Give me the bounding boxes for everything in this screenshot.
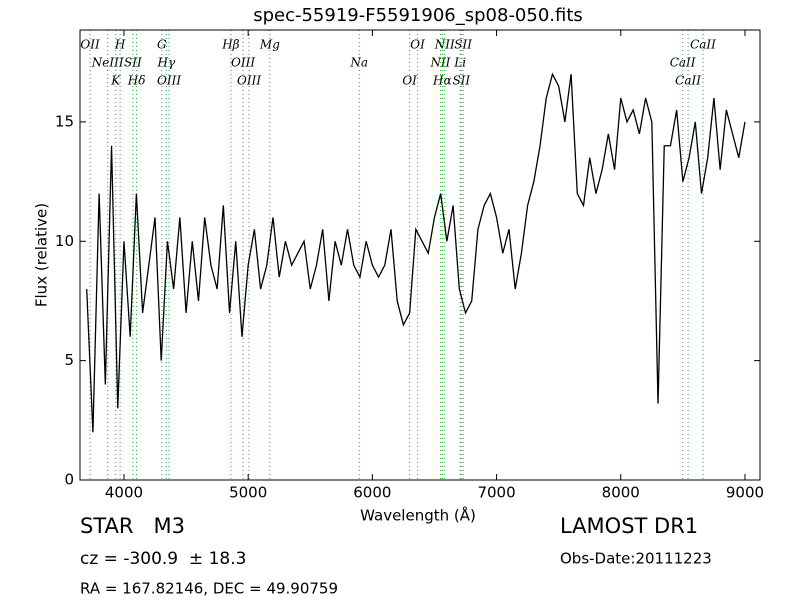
plot-frame bbox=[79, 29, 761, 481]
spectral-line-label: Na bbox=[349, 56, 368, 70]
x-tick-label: 9000 bbox=[726, 484, 764, 502]
spectral-line-label: CaII bbox=[690, 38, 716, 52]
y-tick-label: 10 bbox=[55, 232, 74, 250]
y-tick-label: 0 bbox=[64, 471, 74, 489]
spectral-line-label: NeIII bbox=[91, 56, 124, 70]
x-tick-label: 5000 bbox=[229, 484, 267, 502]
spectral-line-label: OI bbox=[410, 38, 425, 52]
coordinates: RA = 167.82146, DEC = 49.90759 bbox=[80, 580, 338, 598]
x-axis-label: Wavelength (Å) bbox=[360, 506, 476, 525]
spectral-line-label: OIII bbox=[231, 56, 255, 70]
spectral-line-label: OIII bbox=[237, 74, 261, 88]
spectral-line-label: K bbox=[110, 74, 121, 88]
spectral-line-label: SII bbox=[454, 38, 472, 52]
spectral-line-label: CaII bbox=[675, 74, 701, 88]
survey: LAMOST DR1 bbox=[560, 514, 698, 538]
x-tick-label: 7000 bbox=[477, 484, 515, 502]
spectral-line-label: G bbox=[157, 38, 167, 52]
object-class: STAR M3 bbox=[80, 514, 185, 538]
spectral-line-label: Hγ bbox=[156, 56, 175, 70]
spectral-line-label: Hβ bbox=[221, 38, 239, 52]
spectral-line-label: SII bbox=[452, 74, 470, 88]
spectral-line-label: Li bbox=[453, 56, 466, 70]
obs-date: Obs-Date:20111223 bbox=[560, 550, 712, 568]
spectral-line-label: OIII bbox=[157, 74, 181, 88]
y-axis-label: Flux (relative) bbox=[33, 203, 51, 307]
spectral-line-label: NII bbox=[434, 38, 455, 52]
x-tick-label: 4000 bbox=[105, 484, 143, 502]
spectral-line-label: SII bbox=[124, 56, 142, 70]
spectral-line-label: Mg bbox=[259, 38, 280, 52]
y-tick-label: 15 bbox=[55, 112, 74, 130]
spectrum-line bbox=[86, 72, 746, 433]
x-tick-label: 8000 bbox=[602, 484, 640, 502]
redshift: cz = -300.9 ± 18.3 bbox=[80, 549, 246, 569]
spectral-line-label: Hδ bbox=[127, 74, 146, 88]
y-tick-label: 5 bbox=[64, 351, 74, 369]
spectral-line-label: Hα bbox=[432, 74, 452, 88]
spectral-line-label: OII bbox=[80, 38, 100, 52]
spectral-line-label: H bbox=[114, 38, 126, 52]
chart-title: spec-55919-F5591906_sp08-050.fits bbox=[253, 5, 583, 26]
spectral-line-label: OI bbox=[402, 74, 417, 88]
x-tick-label: 6000 bbox=[353, 484, 391, 502]
spectral-line-label: NII bbox=[429, 56, 450, 70]
spectral-line-label: CaII bbox=[670, 56, 696, 70]
